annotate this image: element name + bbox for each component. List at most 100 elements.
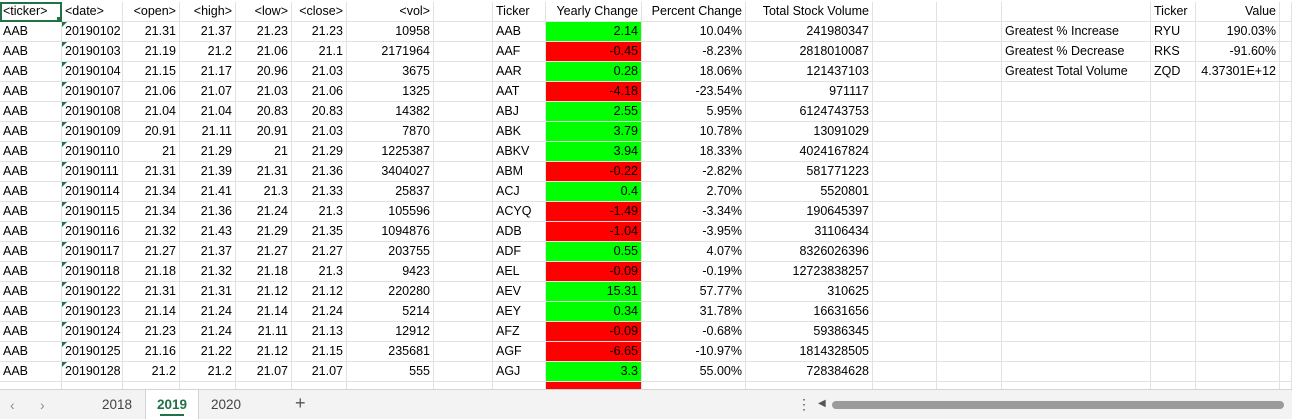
- cell-ticker[interactable]: AAB: [0, 242, 62, 262]
- cell-total[interactable]: 4024167824: [746, 142, 873, 162]
- cell-close[interactable]: 21.03: [292, 122, 347, 142]
- cell-label[interactable]: [1002, 222, 1151, 242]
- cell-yearly[interactable]: -0.45: [546, 42, 642, 62]
- cell-vol[interactable]: 1225387: [347, 142, 434, 162]
- cell-yearly[interactable]: -0.09: [546, 262, 642, 282]
- cell-percent[interactable]: 57.77%: [642, 282, 746, 302]
- cell-label[interactable]: [1002, 362, 1151, 382]
- cell-high[interactable]: 21.17: [180, 62, 236, 82]
- cell-percent[interactable]: -3.34%: [642, 202, 746, 222]
- cell-high[interactable]: 21.24: [180, 322, 236, 342]
- cell-low[interactable]: [236, 382, 292, 389]
- cell-open[interactable]: 21.31: [123, 162, 180, 182]
- cell-blank3[interactable]: [937, 42, 1002, 62]
- cell-open[interactable]: 21.06: [123, 82, 180, 102]
- cell-ticker[interactable]: AAB: [0, 322, 62, 342]
- cell-blank3[interactable]: [937, 222, 1002, 242]
- cell-blank1[interactable]: [434, 162, 493, 182]
- cell-close[interactable]: 21.27: [292, 242, 347, 262]
- cell-high[interactable]: 21.37: [180, 22, 236, 42]
- cell-value[interactable]: [1196, 142, 1280, 162]
- cell-label[interactable]: [1002, 82, 1151, 102]
- cell-value[interactable]: [1196, 322, 1280, 342]
- cell-close[interactable]: 21.23: [292, 22, 347, 42]
- cell-ticker[interactable]: [0, 382, 62, 389]
- cell-high[interactable]: 21.41: [180, 182, 236, 202]
- cell-label[interactable]: [1002, 282, 1151, 302]
- cell-vol[interactable]: 14382: [347, 102, 434, 122]
- cell-yearly[interactable]: 2.55: [546, 102, 642, 122]
- cell-value[interactable]: [1196, 162, 1280, 182]
- cell-ticker[interactable]: AAB: [0, 202, 62, 222]
- cell-label[interactable]: Greatest % Increase: [1002, 22, 1151, 42]
- cell-percent[interactable]: -8.23%: [642, 42, 746, 62]
- cell-blank2[interactable]: [873, 302, 937, 322]
- cell-value[interactable]: -91.60%: [1196, 42, 1280, 62]
- cell-blank4[interactable]: [1280, 142, 1292, 162]
- cell-blank3[interactable]: [937, 362, 1002, 382]
- cell-label[interactable]: [1002, 242, 1151, 262]
- cell-label[interactable]: [1002, 182, 1151, 202]
- cell-low[interactable]: 21.03: [236, 82, 292, 102]
- cell-vol[interactable]: 5214: [347, 302, 434, 322]
- cell-blank2[interactable]: [873, 62, 937, 82]
- cell-ticker[interactable]: AAB: [0, 362, 62, 382]
- cell-date[interactable]: 20190116: [62, 222, 123, 242]
- cell-date[interactable]: [62, 382, 123, 389]
- cell-blank3[interactable]: [937, 382, 1002, 389]
- cell-close[interactable]: 21.3: [292, 262, 347, 282]
- cell-vol[interactable]: 203755: [347, 242, 434, 262]
- cell-date[interactable]: 20190103: [62, 42, 123, 62]
- cell-vol[interactable]: 1094876: [347, 222, 434, 242]
- cell-high[interactable]: 21.37: [180, 242, 236, 262]
- cell-label[interactable]: [1002, 302, 1151, 322]
- cell-close[interactable]: 21.06: [292, 82, 347, 102]
- cell-yearly[interactable]: [546, 382, 642, 389]
- cell-r-ticker[interactable]: RYU: [1151, 22, 1196, 42]
- cell-close[interactable]: 21.24: [292, 302, 347, 322]
- cell-r-ticker[interactable]: [1151, 182, 1196, 202]
- cell-ticker[interactable]: AAB: [0, 122, 62, 142]
- cell-high[interactable]: 21.36: [180, 202, 236, 222]
- cell-r-ticker[interactable]: [1151, 322, 1196, 342]
- cell-r-ticker[interactable]: [1151, 382, 1196, 389]
- cell-low[interactable]: 21.31: [236, 162, 292, 182]
- cell-open[interactable]: 20.91: [123, 122, 180, 142]
- cell-blank3[interactable]: [937, 342, 1002, 362]
- cell-blank1[interactable]: [434, 22, 493, 42]
- options-icon[interactable]: ⋮: [797, 396, 811, 412]
- cell-vol[interactable]: 2171964: [347, 42, 434, 62]
- cell-vol[interactable]: 235681: [347, 342, 434, 362]
- cell-ticker[interactable]: AAB: [0, 82, 62, 102]
- cell-open[interactable]: 21.04: [123, 102, 180, 122]
- cell-date[interactable]: 20190125: [62, 342, 123, 362]
- cell-yearly[interactable]: -1.04: [546, 222, 642, 242]
- cell-close[interactable]: 21.12: [292, 282, 347, 302]
- cell-blank3[interactable]: [937, 262, 1002, 282]
- cell-percent[interactable]: 18.33%: [642, 142, 746, 162]
- cell-yearly[interactable]: 0.28: [546, 62, 642, 82]
- cell-high[interactable]: 21.29: [180, 142, 236, 162]
- cell-total[interactable]: 728384628: [746, 362, 873, 382]
- cell-value[interactable]: [1196, 302, 1280, 322]
- cell-blank4[interactable]: [1280, 42, 1292, 62]
- cell-r-ticker[interactable]: [1151, 242, 1196, 262]
- cell-blank2[interactable]: [873, 82, 937, 102]
- cell-close[interactable]: 21.13: [292, 322, 347, 342]
- cell-blank3[interactable]: [937, 162, 1002, 182]
- cell-open[interactable]: 21.27: [123, 242, 180, 262]
- cell-blank3[interactable]: [937, 182, 1002, 202]
- tab-2020[interactable]: 2020: [210, 397, 242, 412]
- cell-label[interactable]: [1002, 102, 1151, 122]
- cell-label[interactable]: [1002, 262, 1151, 282]
- cell-blank2[interactable]: [873, 102, 937, 122]
- cell-open[interactable]: 21.32: [123, 222, 180, 242]
- cell-open[interactable]: 21.23: [123, 322, 180, 342]
- tab-2019[interactable]: 2019: [145, 390, 199, 419]
- cell-date[interactable]: 20190109: [62, 122, 123, 142]
- cell-label[interactable]: [1002, 122, 1151, 142]
- cell-value[interactable]: [1196, 102, 1280, 122]
- cell-close[interactable]: 21.3: [292, 202, 347, 222]
- cell-yearly[interactable]: -0.22: [546, 162, 642, 182]
- cell-s-ticker[interactable]: ABK: [493, 122, 546, 142]
